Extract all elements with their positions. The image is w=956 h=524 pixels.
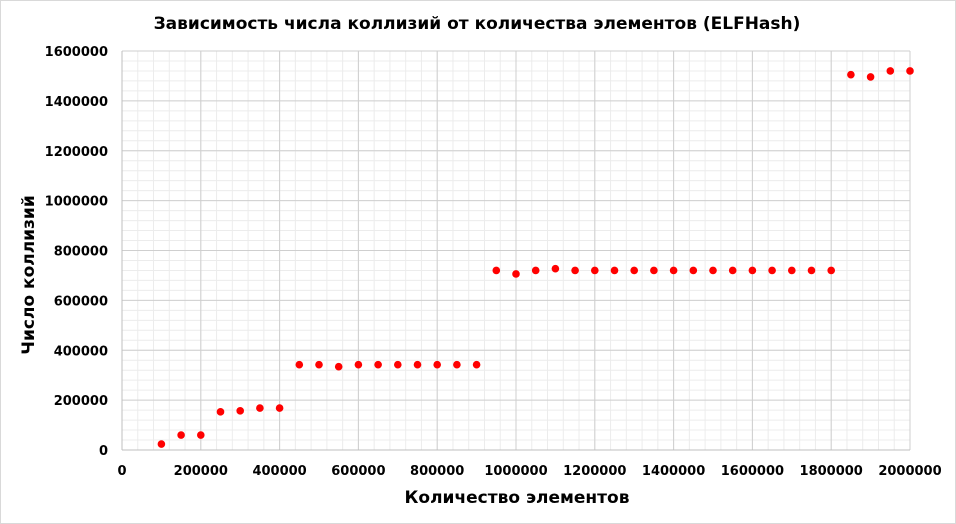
- x-axis-title: Количество элементов: [405, 488, 630, 508]
- x-tick-label: 1000000: [484, 464, 547, 479]
- data-point: [847, 70, 855, 79]
- data-point: [709, 266, 717, 275]
- data-point: [551, 264, 560, 273]
- y-tick-label: 1600000: [45, 45, 108, 60]
- data-point: [630, 266, 638, 275]
- data-point: [177, 431, 185, 439]
- data-point: [236, 407, 244, 415]
- data-points: [157, 67, 914, 448]
- data-point: [413, 360, 422, 369]
- data-point: [334, 362, 343, 371]
- data-point: [866, 73, 875, 81]
- data-point: [433, 360, 442, 369]
- data-point: [295, 360, 304, 369]
- y-tick-label: 600000: [54, 294, 108, 309]
- y-tick-label: 1200000: [45, 145, 108, 160]
- data-point: [748, 266, 757, 275]
- y-tick-label: 200000: [54, 394, 108, 409]
- data-point: [275, 404, 284, 412]
- x-tick-label: 2000000: [878, 464, 941, 479]
- data-point: [807, 266, 816, 275]
- data-point: [650, 266, 658, 275]
- data-point: [374, 360, 382, 369]
- data-point: [315, 360, 323, 369]
- chart-title: Зависимость числа коллизий от количества…: [154, 14, 801, 34]
- data-point: [197, 431, 205, 439]
- data-point: [669, 266, 678, 275]
- x-tick-label: 1600000: [721, 464, 784, 479]
- data-point: [906, 67, 914, 75]
- grid: [121, 50, 911, 451]
- data-point: [610, 266, 619, 275]
- data-point: [689, 266, 698, 275]
- x-tick-label: 1400000: [642, 464, 705, 479]
- data-point: [531, 266, 540, 275]
- y-axis-ticks: 0 200000 400000 600000 800000 1000000 1200000 1…: [45, 45, 108, 459]
- x-tick-label: 1800000: [800, 464, 863, 479]
- data-point: [394, 360, 402, 369]
- y-tick-label: 400000: [54, 344, 108, 359]
- data-point: [886, 67, 895, 75]
- data-point: [216, 408, 225, 416]
- y-tick-label: 800000: [54, 245, 108, 260]
- data-point: [728, 266, 737, 275]
- data-point: [256, 404, 264, 412]
- x-axis-ticks: 0 200000 400000 600000 800000 1000000 1200000 1…: [117, 464, 941, 479]
- data-point: [827, 266, 835, 275]
- y-tick-label: 1000000: [45, 195, 108, 210]
- data-point: [591, 266, 599, 275]
- x-tick-label: 200000: [174, 464, 228, 479]
- y-tick-label: 0: [99, 444, 108, 459]
- y-tick-label: 1400000: [45, 95, 108, 110]
- y-axis-title: Число коллизий: [19, 195, 39, 355]
- data-point: [157, 440, 166, 448]
- x-tick-label: 1200000: [563, 464, 626, 479]
- x-tick-label: 600000: [331, 464, 385, 479]
- x-tick-label: 0: [117, 464, 126, 479]
- x-tick-label: 400000: [252, 464, 306, 479]
- data-point: [354, 360, 363, 369]
- x-tick-label: 800000: [410, 464, 464, 479]
- data-point: [512, 270, 520, 278]
- data-point: [768, 266, 776, 275]
- data-point: [492, 266, 501, 275]
- axes: [121, 51, 910, 451]
- data-point: [472, 360, 481, 369]
- data-point: [788, 266, 796, 275]
- data-point: [453, 360, 461, 369]
- data-point: [571, 266, 579, 275]
